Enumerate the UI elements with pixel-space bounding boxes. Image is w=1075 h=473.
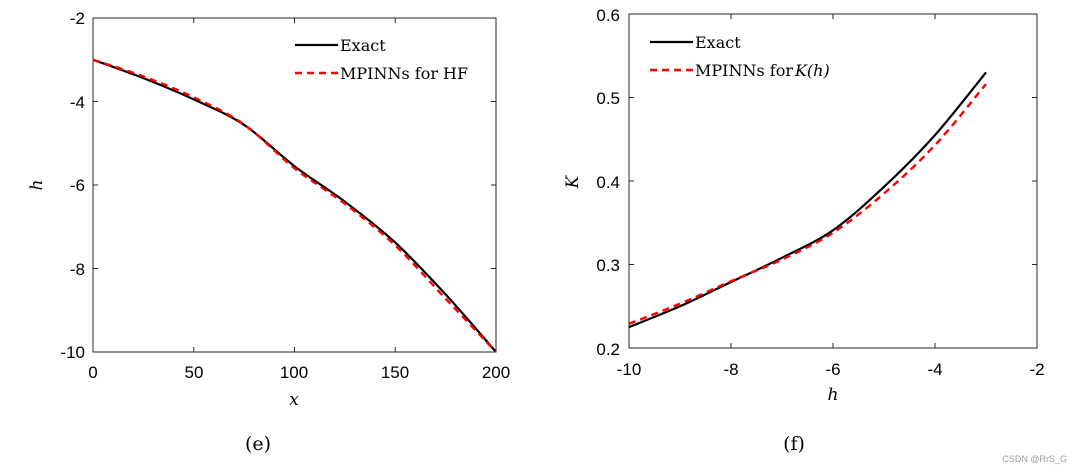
x-axis-label-f: h (828, 385, 839, 405)
y-tick-label: 0.6 (596, 6, 620, 25)
x-tick-label: 100 (280, 363, 308, 382)
legend-label-exact: Exact (695, 33, 741, 52)
x-tick-label: -2 (1029, 360, 1044, 379)
x-tick-labels-e: 0 50 100 150 200 (88, 363, 510, 382)
watermark: CSDN @RrS_G (1002, 454, 1067, 464)
legend-f: Exact MPINNs for K(h) (650, 33, 830, 80)
mpinn-curve-e (92, 58, 497, 353)
x-tick-labels-f: -10 -8 -6 -4 -2 (617, 360, 1045, 379)
x-tick-label: 0 (88, 363, 97, 382)
legend-label-mpinn-math: K(h) (794, 61, 830, 80)
x-tick-label: 150 (381, 363, 409, 382)
plot-area-e (92, 17, 497, 353)
y-tick-label: -4 (70, 93, 85, 112)
y-tick-labels-e: -10 -8 -6 -4 -2 (60, 9, 85, 362)
y-axis-label-f: K (563, 174, 583, 189)
legend-label-mpinn: MPINNs for K(h) (695, 61, 830, 80)
mpinn-curve-f (628, 83, 987, 325)
ticks-f (628, 13, 1038, 349)
x-tick-label: -4 (927, 360, 942, 379)
legend-label-exact: Exact (340, 36, 386, 55)
legend-label-mpinn-prefix: MPINNs for (695, 61, 793, 80)
y-tick-label: -10 (60, 343, 85, 362)
y-tick-label: 0.3 (596, 256, 620, 275)
y-tick-labels-f: 0.2 0.3 0.4 0.5 0.6 (596, 6, 620, 359)
y-tick-label: 0.2 (596, 340, 620, 359)
caption-e: (e) (245, 433, 271, 455)
exact-curve-e (92, 58, 497, 353)
x-axis-label-e: x (289, 390, 299, 410)
y-tick-label: -2 (70, 9, 85, 28)
x-tick-label: -10 (617, 360, 642, 379)
y-tick-label: -6 (70, 176, 85, 195)
x-tick-label: 50 (185, 363, 204, 382)
caption-f: (f) (783, 433, 805, 455)
exact-curve-f (628, 71, 987, 329)
panel-e: -10 -8 -6 -4 -2 0 50 100 150 200 x h Exa… (27, 9, 510, 455)
x-tick-label: 200 (482, 363, 510, 382)
x-tick-label: -6 (825, 360, 840, 379)
y-tick-label: 0.5 (596, 89, 620, 108)
panel-f: 0.2 0.3 0.4 0.5 0.6 -10 -8 -6 -4 -2 h K … (563, 6, 1045, 455)
legend-e: Exact MPINNs for HF (295, 36, 468, 83)
x-tick-label: -8 (723, 360, 738, 379)
plot-area-f (628, 13, 1038, 349)
y-tick-label: 0.4 (596, 173, 620, 192)
legend-label-mpinn: MPINNs for HF (340, 64, 468, 83)
y-tick-label: -8 (70, 260, 85, 279)
y-axis-label-e: h (27, 180, 47, 191)
